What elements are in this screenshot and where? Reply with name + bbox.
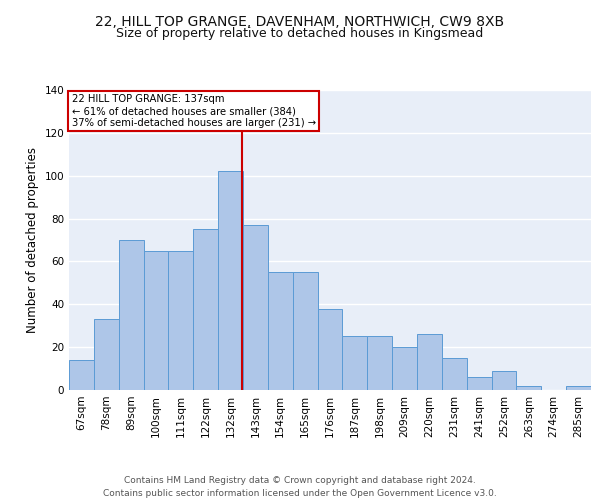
- Bar: [317, 308, 343, 390]
- Bar: [417, 334, 442, 390]
- Bar: [169, 250, 193, 390]
- Bar: [293, 272, 317, 390]
- Bar: [143, 250, 169, 390]
- Text: Size of property relative to detached houses in Kingsmead: Size of property relative to detached ho…: [116, 28, 484, 40]
- Text: 22 HILL TOP GRANGE: 137sqm
← 61% of detached houses are smaller (384)
37% of sem: 22 HILL TOP GRANGE: 137sqm ← 61% of deta…: [71, 94, 316, 128]
- Y-axis label: Number of detached properties: Number of detached properties: [26, 147, 39, 333]
- Bar: [94, 320, 119, 390]
- Bar: [343, 336, 367, 390]
- Text: Contains HM Land Registry data © Crown copyright and database right 2024.
Contai: Contains HM Land Registry data © Crown c…: [103, 476, 497, 498]
- Bar: [69, 360, 94, 390]
- Text: 22, HILL TOP GRANGE, DAVENHAM, NORTHWICH, CW9 8XB: 22, HILL TOP GRANGE, DAVENHAM, NORTHWICH…: [95, 15, 505, 29]
- Bar: [243, 225, 268, 390]
- Bar: [218, 172, 243, 390]
- Bar: [193, 230, 218, 390]
- Bar: [442, 358, 467, 390]
- Bar: [119, 240, 143, 390]
- Bar: [268, 272, 293, 390]
- Bar: [392, 347, 417, 390]
- Bar: [491, 370, 517, 390]
- Bar: [367, 336, 392, 390]
- Bar: [467, 377, 491, 390]
- Bar: [566, 386, 591, 390]
- Bar: [517, 386, 541, 390]
